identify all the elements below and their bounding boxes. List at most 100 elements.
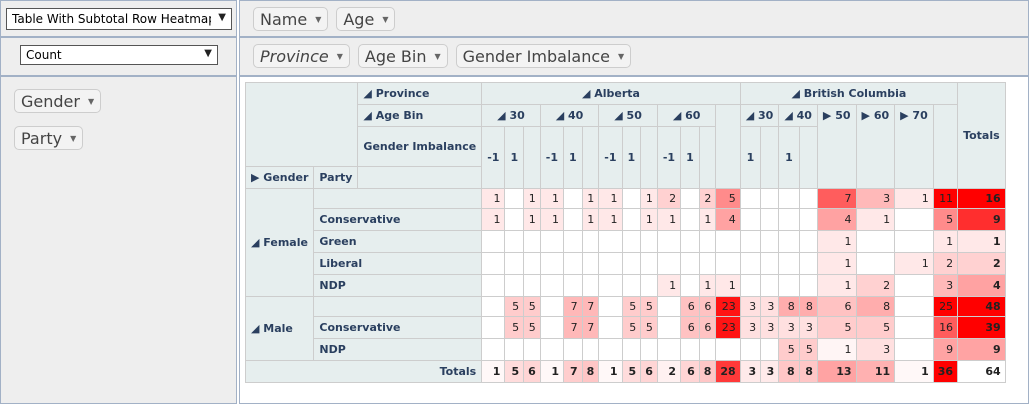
renderer-area: Table With Subtotal Row Heatmap ▼	[0, 0, 237, 37]
value-cell: 1	[698, 274, 717, 297]
value-cell	[739, 338, 762, 361]
field-pill-age[interactable]: Age ▼	[336, 7, 396, 31]
age-bin-cell[interactable]: ◢ 40	[778, 104, 818, 127]
value-cell: 5	[640, 296, 658, 317]
value-cell	[598, 296, 623, 317]
party-row-header: Liberal	[313, 252, 483, 275]
value-cell	[481, 274, 506, 297]
value-cell: 3	[760, 316, 780, 339]
field-pill-gender-imbalance[interactable]: Gender Imbalance ▼	[455, 44, 632, 68]
value-cell: 23	[715, 316, 741, 339]
gender-row-header[interactable]: ◢ Male	[244, 296, 315, 361]
value-cell: 4	[715, 208, 741, 231]
value-cell	[739, 274, 762, 297]
party-header: Party	[313, 166, 359, 189]
dropdown-triangle-icon[interactable]: ▼	[434, 51, 441, 61]
age-bin-cell[interactable]: ◢ 40	[539, 104, 600, 127]
value-cell	[481, 296, 506, 317]
gender-imbalance-cell	[640, 126, 658, 189]
field-pill-name[interactable]: Name ▼	[253, 7, 329, 31]
value-cell	[481, 316, 506, 339]
value-cell	[504, 208, 525, 231]
value-cell	[778, 274, 800, 297]
value-cell: 2	[855, 274, 896, 297]
field-pill-age-bin[interactable]: Age Bin ▼	[357, 44, 448, 68]
aggregator-select-wrap: Count ▼	[20, 45, 218, 65]
total-value-cell: 5	[621, 360, 642, 383]
party-row-header: Conservative	[313, 208, 483, 231]
alberta-header[interactable]: ◢ Alberta	[481, 82, 741, 105]
value-cell	[523, 252, 541, 275]
total-value-cell: 6	[680, 360, 700, 383]
age-bin-cell[interactable]: ◢ 30	[481, 104, 541, 127]
field-pill-gender[interactable]: Gender ▼	[14, 89, 102, 113]
value-cell: 4	[816, 208, 857, 231]
dropdown-triangle-icon[interactable]: ▼	[336, 51, 343, 61]
gender-imbalance-cell	[798, 126, 818, 189]
aggregator-select[interactable]: Count	[20, 45, 218, 65]
value-cell	[760, 208, 780, 231]
value-cell: 3	[855, 188, 896, 209]
value-cell	[656, 338, 682, 361]
age-bin-cell[interactable]: ◢ 30	[739, 104, 780, 127]
dropdown-triangle-icon[interactable]: ▼	[617, 51, 625, 61]
value-cell: 2	[656, 188, 682, 209]
value-cell: 1	[523, 188, 541, 209]
total-value-cell: 5	[504, 360, 525, 383]
british-columbia-header[interactable]: ◢ British Columbia	[739, 82, 959, 105]
dropdown-triangle-icon[interactable]: ▼	[87, 96, 95, 106]
value-cell: 5	[523, 296, 541, 317]
value-cell	[539, 274, 564, 297]
age-bin-cell[interactable]: ▶ 70	[894, 104, 934, 189]
column-fields-area: Province ▼ Age Bin ▼ Gender Imbalance ▼	[239, 37, 1029, 76]
value-cell: 3	[855, 338, 896, 361]
value-cell: 3	[932, 274, 959, 297]
value-cell	[656, 296, 682, 317]
province-header[interactable]: ◢ Province	[357, 82, 483, 105]
total-value-cell: 8	[581, 360, 600, 383]
total-value-cell: 1	[894, 360, 934, 383]
value-cell: 2	[932, 252, 959, 275]
renderer-select[interactable]: Table With Subtotal Row Heatmap	[6, 8, 232, 30]
gender-imbalance-cell: -1	[539, 126, 564, 189]
field-pill-province[interactable]: Province ▼	[253, 44, 350, 68]
dropdown-triangle-icon[interactable]: ▼	[315, 14, 322, 24]
value-cell: 9	[957, 338, 1006, 361]
table-row: NDP 1 1 1 1 2 3 4	[246, 274, 1006, 297]
gender-imbalance-cell: 1	[680, 126, 700, 189]
value-cell	[598, 230, 623, 253]
table-row: Liberal 1 1 2 2	[246, 252, 1006, 275]
value-cell	[562, 230, 583, 253]
field-pill-party[interactable]: Party ▼	[14, 126, 84, 150]
age-bin-header[interactable]: ◢ Age Bin	[357, 104, 483, 127]
value-cell	[539, 316, 564, 339]
value-cell: 5	[715, 188, 741, 209]
value-cell: 5	[798, 338, 818, 361]
dropdown-triangle-icon[interactable]: ▼	[382, 14, 389, 24]
dropdown-triangle-icon[interactable]: ▼	[70, 133, 77, 143]
value-cell	[698, 252, 717, 275]
pivot-table: ◢ Province ◢ Alberta ◢ British Columbia Tot…	[244, 82, 1006, 383]
age-bin-cell[interactable]: ▶ 60	[855, 104, 896, 189]
age-bin-cell[interactable]: ◢ 60	[656, 104, 717, 127]
empty-header	[357, 166, 483, 189]
value-cell: 1	[698, 208, 717, 231]
field-label: Party	[21, 128, 63, 148]
total-value-cell: 36	[932, 360, 959, 383]
gender-imbalance-header: Gender Imbalance	[357, 126, 483, 167]
total-value-cell: 2	[656, 360, 682, 383]
gender-header[interactable]: ▶ Gender	[244, 166, 315, 189]
gender-row-header[interactable]: ◢ Female	[244, 188, 315, 297]
value-cell: 6	[698, 316, 717, 339]
value-cell	[598, 274, 623, 297]
value-cell	[894, 274, 934, 297]
value-cell: 25	[932, 296, 959, 317]
value-cell	[798, 274, 818, 297]
value-cell: 1	[581, 188, 600, 209]
value-cell	[739, 208, 762, 231]
value-cell: 1	[598, 188, 623, 209]
age-bin-cell[interactable]: ◢ 50	[598, 104, 658, 127]
value-cell	[539, 296, 564, 317]
value-cell: 1	[816, 274, 857, 297]
age-bin-cell[interactable]: ▶ 50	[816, 104, 857, 189]
